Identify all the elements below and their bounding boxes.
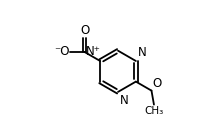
Text: N: N bbox=[138, 46, 147, 59]
Text: ⁻O: ⁻O bbox=[54, 46, 69, 59]
Text: O: O bbox=[80, 23, 89, 37]
Text: CH₃: CH₃ bbox=[144, 106, 164, 116]
Text: O: O bbox=[152, 77, 161, 90]
Text: N: N bbox=[120, 94, 129, 107]
Text: N⁺: N⁺ bbox=[86, 46, 100, 59]
